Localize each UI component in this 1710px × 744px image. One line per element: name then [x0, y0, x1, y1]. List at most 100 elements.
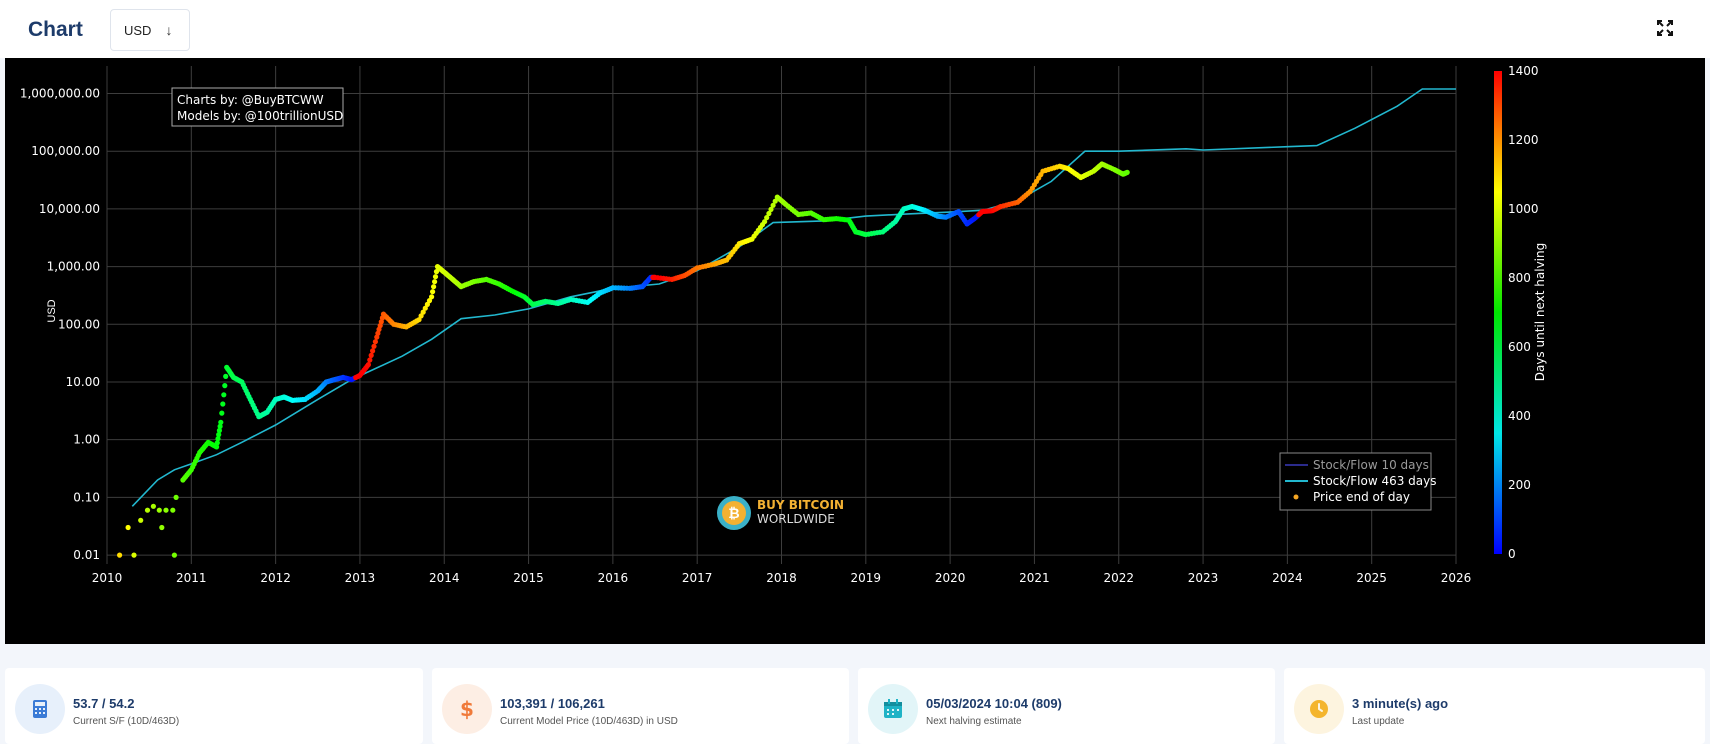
clock-icon: [1294, 684, 1344, 734]
colorbar: 0 200 400 600 800 1000 1200 1400 Days until nex…: [1494, 64, 1547, 561]
price-point: [223, 373, 229, 379]
colorbar-tick-label: 1000: [1508, 202, 1539, 216]
y-tick-label: 10,000.00: [39, 202, 100, 216]
price-point: [117, 552, 123, 558]
price-point: [221, 392, 227, 398]
price-point: [420, 309, 426, 315]
colorbar-tick-label: 0: [1508, 547, 1516, 561]
calendar-icon: [868, 684, 918, 734]
card-label: Current Model Price (10D/463D) in USD: [500, 716, 678, 727]
price-point: [156, 507, 162, 513]
x-tick-label: 2020: [935, 571, 966, 585]
bitcoin-logo-icon: ₿: [717, 496, 751, 530]
annotation-line-1: Charts by: @BuyBTCWW: [177, 93, 324, 107]
price-point: [216, 432, 222, 438]
price-point: [365, 362, 371, 368]
y-tick-label: 0.01: [73, 548, 100, 562]
colorbar-gradient: [1494, 71, 1502, 554]
price-point: [159, 524, 165, 531]
legend-item-sf463: Stock/Flow 463 days: [1313, 474, 1437, 488]
price-point: [214, 444, 220, 450]
price-point: [426, 298, 433, 304]
x-tick-label: 2013: [345, 571, 376, 585]
price-point: [125, 524, 131, 531]
x-axis-ticks: 2010 2011 2012 2013 2014 2015 2016 2017 2018 2019…: [92, 571, 1472, 585]
x-tick-label: 2022: [1103, 571, 1134, 585]
colorbar-tick-label: 600: [1508, 340, 1531, 354]
price-point: [764, 215, 770, 221]
price-point: [433, 269, 440, 275]
colorbar-ticks: 0 200 400 600 800 1000 1200 1400: [1508, 64, 1539, 561]
price-point: [173, 494, 179, 500]
price-point: [431, 284, 437, 290]
colorbar-tick-label: 1400: [1508, 64, 1539, 78]
x-tick-label: 2024: [1272, 571, 1303, 585]
expand-icon[interactable]: [1656, 19, 1674, 37]
calculator-icon: [15, 684, 65, 734]
price-point: [215, 436, 221, 442]
price-point: [216, 427, 222, 434]
card-label: Current S/F (10D/463D): [73, 716, 180, 727]
watermark-line-1: BUY BITCOIN: [757, 498, 844, 512]
price-point: [371, 343, 377, 349]
price-point: [220, 401, 226, 407]
x-tick-label: 2023: [1188, 571, 1219, 585]
x-tick-label: 2017: [682, 571, 713, 585]
x-tick-label: 2026: [1441, 571, 1472, 585]
svg-text:₿: ₿: [728, 506, 739, 522]
price-point: [171, 552, 177, 558]
legend-item-sf10: Stock/Flow 10 days: [1313, 458, 1429, 472]
y-tick-label: 1,000,000.00: [20, 87, 100, 101]
arrow-down-icon: ↓: [165, 22, 173, 38]
currency-value: USD: [124, 22, 152, 38]
currency-select[interactable]: USD ↓: [110, 9, 190, 51]
price-point: [1124, 169, 1130, 175]
price-point: [418, 313, 424, 319]
colorbar-tick-label: 400: [1508, 409, 1531, 423]
card-current-sf: 53.7 / 54.2 Current S/F (10D/463D): [5, 668, 423, 744]
y-tick-label: 10.00: [66, 375, 100, 389]
price-point: [217, 423, 223, 429]
price-point: [367, 357, 373, 363]
price-point: [762, 219, 768, 225]
price-point: [432, 279, 438, 285]
price-point: [766, 210, 772, 217]
x-tick-label: 2025: [1356, 571, 1387, 585]
card-label: Last update: [1352, 716, 1405, 727]
price-point: [222, 383, 228, 389]
price-point: [375, 330, 381, 336]
colorbar-tick-label: 1200: [1508, 133, 1539, 147]
card-value: 103,391 / 106,261: [500, 696, 605, 711]
y-tick-label: 100,000.00: [31, 144, 100, 158]
x-tick-label: 2021: [1019, 571, 1050, 585]
chart-panel: 2010 2011 2012 2013 2014 2015 2016 2017 2018 2019…: [5, 58, 1705, 644]
page-title: Chart: [28, 18, 83, 41]
price-points: [117, 161, 1130, 558]
chart-header: Chart USD ↓: [0, 0, 1710, 58]
y-tick-label: 0.10: [73, 490, 100, 504]
card-last-update: 3 minute(s) ago Last update: [1284, 668, 1705, 744]
price-point: [370, 348, 376, 354]
price-point: [170, 507, 176, 513]
stock-to-flow-chart[interactable]: 2010 2011 2012 2013 2014 2015 2016 2017 2018 2019…: [5, 58, 1705, 644]
x-tick-label: 2015: [513, 571, 544, 585]
price-point: [432, 274, 439, 280]
stats-cards: 53.7 / 54.2 Current S/F (10D/463D) $ 103…: [0, 660, 1710, 744]
price-point: [144, 507, 151, 513]
legend-swatch-price: [1293, 494, 1299, 500]
price-point: [150, 503, 156, 509]
price-point: [768, 206, 774, 212]
price-point: [422, 305, 428, 311]
annotation-box: Charts by: @BuyBTCWW Models by: @100tril…: [171, 87, 344, 127]
price-point: [218, 419, 224, 425]
x-tick-label: 2014: [429, 571, 460, 585]
card-next-halving: 05/03/2024 10:04 (809) Next halving esti…: [858, 668, 1275, 744]
legend-item-price: Price end of day: [1313, 490, 1410, 504]
colorbar-title: Days until next halving: [1533, 243, 1547, 382]
price-point: [770, 202, 776, 208]
price-point: [372, 339, 378, 345]
colorbar-tick-label: 800: [1508, 271, 1531, 285]
y-tick-label: 1,000.00: [47, 260, 100, 274]
x-tick-label: 2019: [851, 571, 882, 585]
price-point: [430, 289, 436, 295]
